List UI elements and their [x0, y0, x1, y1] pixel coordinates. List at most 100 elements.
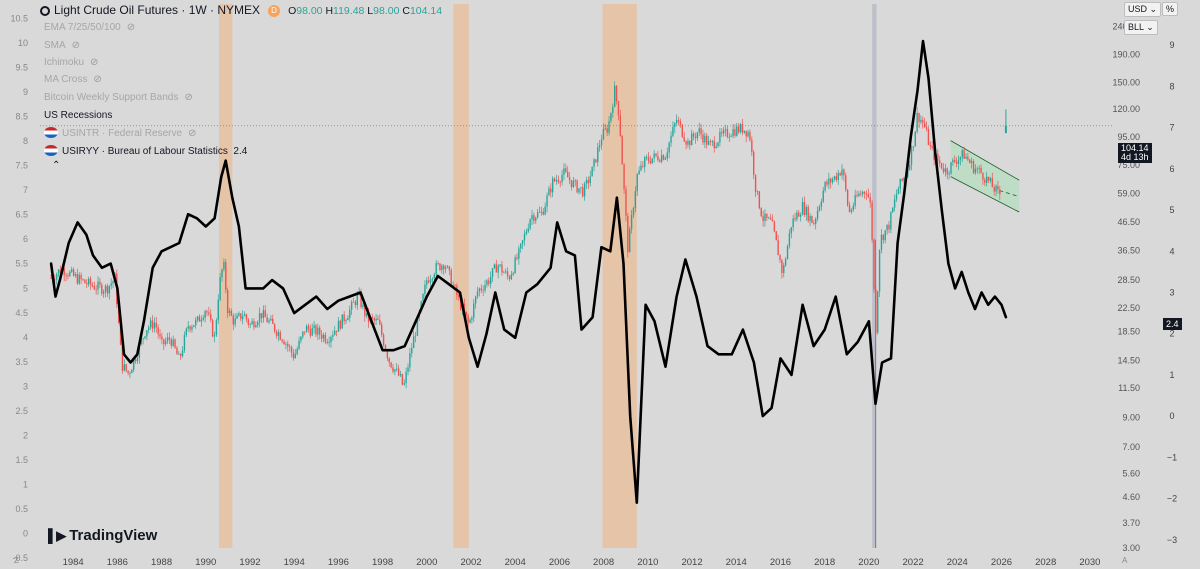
- price-candle: [694, 136, 697, 139]
- price-candle: [134, 359, 137, 362]
- price-candle: [260, 313, 263, 319]
- eye-off-icon[interactable]: ⊘: [126, 22, 136, 33]
- price-candle: [604, 128, 606, 130]
- price-candle: [831, 179, 834, 183]
- recession-band: [453, 4, 469, 548]
- price-candle: [689, 140, 691, 146]
- eye-off-icon[interactable]: ⊘: [184, 92, 193, 103]
- price-axis-tick: 46.50: [1117, 217, 1140, 227]
- price-candle: [155, 322, 157, 328]
- cpi-point: [580, 328, 583, 331]
- price-candle: [670, 135, 672, 143]
- cpi-point: [459, 291, 461, 294]
- cpi-axis-tick: 8: [1169, 81, 1174, 91]
- indicator-ema[interactable]: EMA 7/25/50/100 ⊘: [44, 22, 136, 33]
- price-candle: [401, 374, 404, 385]
- price-candle: [946, 168, 948, 175]
- price-candle: [125, 364, 127, 371]
- price-candle: [692, 133, 695, 137]
- price-candle: [863, 191, 866, 194]
- price-candle: [916, 113, 918, 132]
- eye-off-icon[interactable]: ⊘: [71, 40, 81, 51]
- cpi-point: [967, 291, 970, 294]
- symbol-header[interactable]: Light Crude Oil Futures · 1W · NYMEX D O98…: [40, 3, 442, 17]
- price-candle: [65, 275, 67, 276]
- price-candle: [600, 139, 603, 146]
- left-axis-tick: 5.5: [15, 259, 28, 269]
- indicator-sma[interactable]: SMA ⊘: [44, 40, 81, 51]
- price-candle: [850, 209, 853, 212]
- indicator-ma-cross[interactable]: MA Cross ⊘: [44, 74, 102, 85]
- cpi-point: [85, 233, 88, 236]
- price-candle: [903, 177, 905, 181]
- price-candle: [828, 178, 830, 185]
- indicator-ichimoku[interactable]: Ichimoku ⊘: [44, 57, 99, 68]
- eye-off-icon[interactable]: ⊘: [90, 57, 99, 68]
- axis-corner-left[interactable]: Z: [14, 556, 19, 565]
- price-candle: [232, 315, 234, 325]
- price-candle: [591, 166, 593, 177]
- price-candle: [610, 112, 612, 122]
- price-candle: [268, 320, 270, 323]
- price-candle: [129, 373, 131, 374]
- price-candle: [95, 289, 97, 291]
- price-candle: [294, 354, 296, 359]
- price-candle: [563, 168, 565, 175]
- price-candle: [734, 129, 736, 136]
- cpi-point: [485, 332, 488, 335]
- price-candle: [638, 170, 640, 175]
- price-candle: [974, 168, 977, 173]
- price-candle: [942, 168, 945, 172]
- price-candle: [131, 369, 133, 374]
- indicator-us-recessions[interactable]: US Recessions: [44, 110, 113, 121]
- axis-corner-right[interactable]: A: [1122, 556, 1128, 565]
- eye-off-icon[interactable]: ⊘: [188, 128, 197, 139]
- price-candle: [270, 318, 272, 321]
- symbol-logo-icon: [40, 6, 50, 16]
- ohlc-open: 98.00: [296, 5, 323, 17]
- price-candle: [672, 127, 674, 136]
- cpi-point: [116, 287, 119, 290]
- price-candle: [963, 150, 965, 159]
- chevron-up-icon[interactable]: ⌃: [52, 160, 61, 171]
- indicator-btc-bands[interactable]: Bitcoin Weekly Support Bands ⊘: [44, 92, 193, 103]
- price-candle: [606, 128, 608, 133]
- price-candle: [811, 215, 813, 223]
- ohlc-high: 119.48: [333, 5, 365, 17]
- left-axis-tick: 8: [23, 136, 28, 146]
- price-candle: [709, 141, 712, 142]
- price-candle: [583, 183, 586, 197]
- price-candle: [536, 212, 539, 218]
- price-candle: [277, 332, 280, 336]
- indicator-usiryy[interactable]: USIRYY · Bureau of Labour Statistics 2.4: [44, 145, 247, 157]
- cpi-point: [244, 287, 247, 290]
- price-candle: [452, 284, 454, 287]
- price-candle: [476, 291, 479, 297]
- percent-toggle[interactable]: %: [1162, 2, 1179, 16]
- cpi-point: [801, 304, 804, 306]
- eye-off-icon[interactable]: ⊘: [93, 74, 102, 85]
- cpi-point: [980, 291, 983, 294]
- left-axis-tick: 6.5: [15, 210, 28, 220]
- unit-select[interactable]: BLL ⌄: [1124, 20, 1158, 35]
- price-candle: [403, 383, 405, 385]
- price-candle: [330, 336, 332, 343]
- price-candle: [985, 176, 988, 183]
- cpi-point: [494, 291, 497, 294]
- cpi-point: [262, 287, 265, 290]
- x-axis-tick: 2004: [505, 557, 526, 568]
- indicator-usintr[interactable]: USINTR · Federal Reserve ⊘: [44, 127, 196, 139]
- price-candle: [869, 197, 871, 203]
- left-axis-tick: 1: [23, 479, 28, 489]
- price-candle: [191, 326, 193, 330]
- price-candle: [285, 343, 287, 345]
- currency-select[interactable]: USD ⌄: [1124, 2, 1162, 17]
- price-candle: [178, 354, 180, 355]
- cpi-point: [845, 353, 848, 356]
- price-candle: [142, 338, 144, 340]
- price-candle: [74, 274, 77, 276]
- price-candle: [443, 265, 445, 270]
- price-candle: [467, 315, 469, 323]
- price-candle: [266, 317, 268, 323]
